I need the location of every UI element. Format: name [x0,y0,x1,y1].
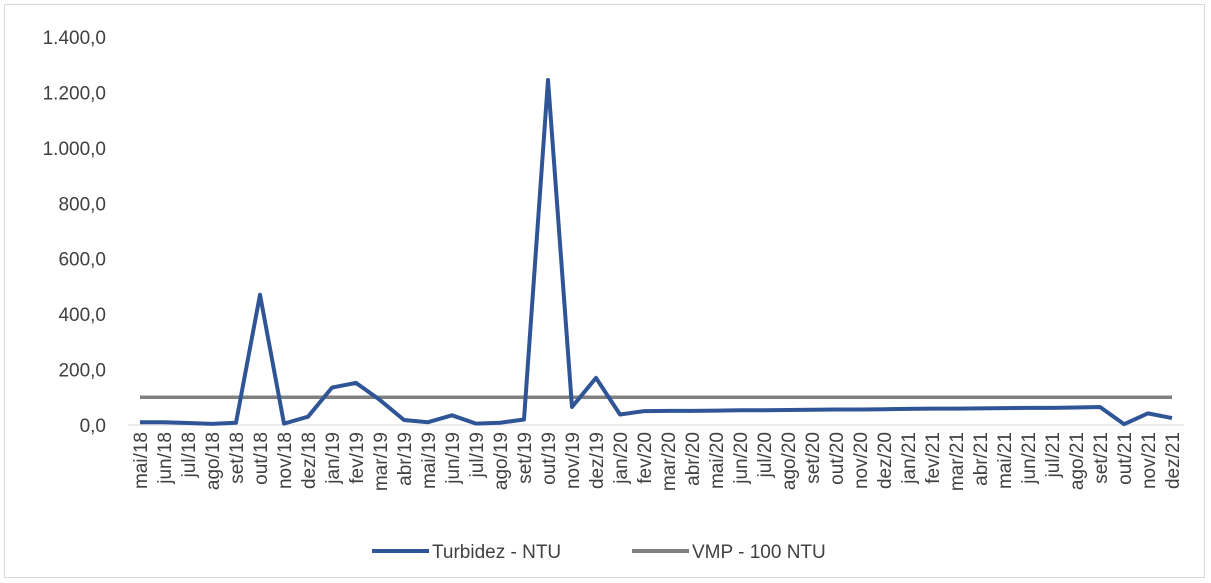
x-tick-label: jul/18 [179,432,200,478]
series-line [140,77,1173,427]
x-tick-label: jun/21 [1019,432,1040,485]
x-tick-label: ago/18 [203,432,224,490]
x-tick-label: mar/20 [659,432,680,491]
legend-label: Turbidez - NTU [432,542,561,563]
x-tick-label: mai/18 [131,432,152,489]
x-tick-label: mai/21 [995,432,1016,489]
x-tick-label: jul/20 [755,432,776,478]
chart-border [4,4,1205,578]
x-tick-label: mar/19 [371,432,392,491]
x-tick-label: set/21 [1091,432,1112,484]
x-tick-label: ago/21 [1067,432,1088,490]
x-tick-label: out/20 [827,432,848,485]
x-tick-label: jan/20 [611,432,632,485]
x-tick-label: out/19 [539,432,560,485]
y-tick-label: 1.000,0 [43,139,106,160]
x-tick-label: out/21 [1115,432,1136,485]
x-tick-label: dez/20 [875,432,896,489]
x-tick-label: dez/19 [587,432,608,489]
y-tick-label: 800,0 [58,194,106,215]
x-tick-label: set/18 [227,432,248,484]
x-tick-label: fev/20 [635,432,656,484]
x-tick-label: nov/19 [563,432,584,489]
x-tick-label: nov/21 [1139,432,1160,489]
x-tick-label: abr/19 [395,432,416,486]
x-tick-label: jan/21 [899,432,920,485]
x-tick-label: fev/21 [923,432,944,484]
legend-label: VMP - 100 NTU [692,542,826,563]
x-tick-label: dez/21 [1163,432,1184,489]
x-tick-label: jul/21 [1043,432,1064,478]
x-tick-label: set/19 [515,432,536,484]
x-tick-label: ago/19 [491,432,512,490]
y-tick-label: 1.400,0 [43,28,106,49]
x-tick-label: jun/19 [443,432,464,485]
x-tick-label: nov/18 [275,432,296,489]
x-tick-label: fev/19 [347,432,368,484]
x-tick-label: abr/21 [971,432,992,486]
y-tick-label: 0,0 [80,416,106,437]
x-tick-label: jun/20 [731,432,752,485]
x-tick-label: nov/20 [851,432,872,489]
x-tick-label: ago/20 [779,432,800,490]
x-tick-label: jul/19 [467,432,488,478]
x-tick-label: dez/18 [299,432,320,489]
x-tick-label: set/20 [803,432,824,484]
y-tick-label: 200,0 [58,361,106,382]
y-tick-label: 600,0 [58,250,106,271]
x-tick-label: out/18 [251,432,272,485]
x-tick-label: mar/21 [947,432,968,491]
x-tick-label: abr/20 [683,432,704,486]
x-tick-label: jan/19 [323,432,344,485]
x-tick-label: mai/19 [419,432,440,489]
x-tick-label: mai/20 [707,432,728,489]
x-tick-label: jun/18 [155,432,176,485]
y-tick-label: 1.200,0 [43,83,106,104]
y-tick-label: 400,0 [58,305,106,326]
